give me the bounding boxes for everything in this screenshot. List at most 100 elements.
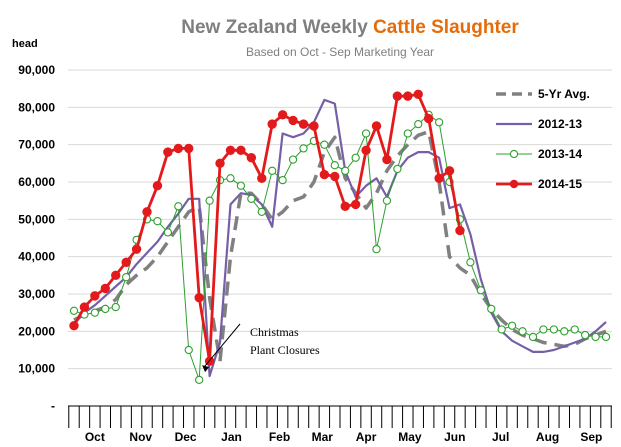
data-point xyxy=(236,181,246,190)
data-point xyxy=(403,129,412,138)
data-point xyxy=(184,143,194,154)
data-point xyxy=(319,169,330,180)
y-tick-label: 40,000 xyxy=(18,250,55,264)
month-label: Aug xyxy=(536,430,559,444)
series-5-yr-avg- xyxy=(73,129,607,363)
data-point xyxy=(247,194,256,203)
data-point xyxy=(121,257,131,267)
data-point xyxy=(340,201,350,211)
data-point xyxy=(413,89,423,99)
data-point xyxy=(90,308,100,317)
data-point xyxy=(111,302,120,312)
data-point xyxy=(195,375,204,385)
legend-item: 5-Yr Avg. xyxy=(496,87,590,101)
data-point xyxy=(414,119,423,129)
y-tick-label: 70,000 xyxy=(18,138,55,152)
y-tick-label: 20,000 xyxy=(18,324,55,338)
series-2014-15 xyxy=(69,89,465,366)
data-point xyxy=(174,202,183,211)
data-point xyxy=(122,273,131,282)
data-point xyxy=(257,207,266,217)
series-line xyxy=(73,129,607,363)
legend-label: 2013-14 xyxy=(538,147,582,161)
chart-subtitle: Based on Oct - Sep Marketing Year xyxy=(246,45,434,59)
y-tick-label: 60,000 xyxy=(18,175,55,189)
data-point xyxy=(455,225,465,236)
data-point xyxy=(330,161,339,170)
data-point xyxy=(403,91,413,101)
month-label: Mar xyxy=(312,430,334,444)
data-point xyxy=(309,121,319,131)
y-tick-label: 80,000 xyxy=(18,100,55,114)
data-point xyxy=(570,325,579,334)
data-point xyxy=(382,196,392,205)
data-point xyxy=(382,154,392,165)
data-point xyxy=(163,228,173,237)
data-point xyxy=(184,345,193,355)
data-point xyxy=(257,173,267,183)
legend-item: 2012-13 xyxy=(496,117,582,131)
month-label: Jun xyxy=(444,430,465,444)
data-point xyxy=(341,166,350,175)
month-label: Nov xyxy=(129,430,152,444)
series-line xyxy=(72,92,462,363)
data-point xyxy=(142,207,152,217)
data-point xyxy=(246,153,257,163)
data-point xyxy=(601,332,611,342)
data-point xyxy=(131,244,142,254)
data-point xyxy=(101,304,110,314)
data-point xyxy=(372,245,381,254)
data-point xyxy=(111,270,121,281)
y-tick-label: 90,000 xyxy=(18,63,55,77)
data-point xyxy=(580,330,590,340)
data-point xyxy=(267,119,277,129)
data-point xyxy=(434,118,444,127)
data-point xyxy=(69,321,79,331)
data-point xyxy=(371,121,382,131)
legend-label: 5-Yr Avg. xyxy=(538,87,590,101)
data-point xyxy=(423,113,434,124)
data-point xyxy=(528,332,538,342)
data-point xyxy=(466,258,475,267)
series-lines xyxy=(69,89,611,385)
series-line xyxy=(73,114,606,381)
data-point xyxy=(205,196,214,205)
data-point xyxy=(69,306,79,315)
data-point xyxy=(173,143,184,154)
legend-label: 2014-15 xyxy=(538,177,582,191)
data-point xyxy=(194,293,204,303)
data-point xyxy=(539,325,548,334)
y-tick-label: 50,000 xyxy=(18,212,55,226)
month-label: Jul xyxy=(492,430,509,444)
data-point xyxy=(268,166,277,175)
y-tick-label: - xyxy=(51,399,55,413)
data-point xyxy=(163,147,173,157)
data-point xyxy=(79,302,90,312)
month-label: Jan xyxy=(221,430,242,444)
month-label: Oct xyxy=(85,430,105,444)
series-2012-13 xyxy=(73,98,607,378)
data-point xyxy=(476,286,485,295)
chart-title-part2: Cattle Slaughter xyxy=(373,17,519,38)
data-point xyxy=(507,321,517,330)
chart-title-part1: New Zealand Weekly xyxy=(181,17,373,38)
data-point xyxy=(288,115,298,126)
month-label: Apr xyxy=(356,430,377,444)
legend: 5-Yr Avg. 2012-13 2013-14 2014-15 xyxy=(496,87,590,191)
data-point xyxy=(444,166,455,176)
data-point xyxy=(549,325,558,334)
data-point xyxy=(361,129,371,138)
data-point xyxy=(226,174,235,183)
data-point xyxy=(330,171,340,182)
data-point xyxy=(215,158,225,169)
data-point xyxy=(236,145,246,155)
data-point xyxy=(100,283,110,294)
month-label: Feb xyxy=(269,430,290,444)
y-tick-label: 30,000 xyxy=(18,287,55,301)
data-point xyxy=(591,332,600,342)
data-point xyxy=(225,145,236,155)
chart-title: New Zealand Weekly Cattle Slaughter xyxy=(181,17,519,38)
legend-item: 2013-14 xyxy=(496,147,582,161)
legend-marker xyxy=(509,149,519,159)
